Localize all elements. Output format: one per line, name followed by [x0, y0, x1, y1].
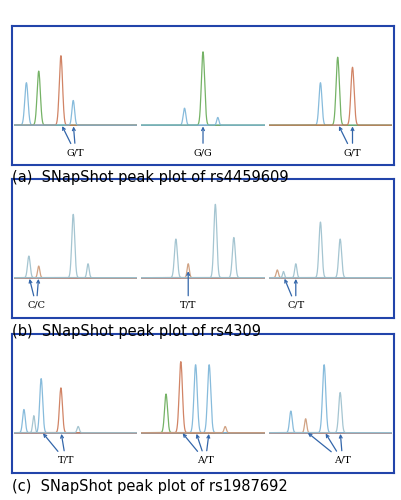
Text: G/G: G/G: [193, 148, 212, 158]
Text: T/T: T/T: [180, 301, 196, 310]
Text: C/T: C/T: [286, 301, 304, 310]
Text: (c)  SNapShot peak plot of rs1987692: (c) SNapShot peak plot of rs1987692: [12, 479, 287, 494]
Text: G/T: G/T: [343, 148, 360, 158]
Text: (b)  SNapShot peak plot of rs4309: (b) SNapShot peak plot of rs4309: [12, 324, 260, 339]
Text: A/T: A/T: [333, 456, 350, 465]
Text: C/C: C/C: [27, 301, 45, 310]
Text: T/T: T/T: [57, 456, 74, 465]
Text: G/T: G/T: [67, 148, 84, 158]
Text: (a)  SNapShot peak plot of rs4459609: (a) SNapShot peak plot of rs4459609: [12, 170, 288, 185]
Text: A/T: A/T: [196, 456, 213, 465]
